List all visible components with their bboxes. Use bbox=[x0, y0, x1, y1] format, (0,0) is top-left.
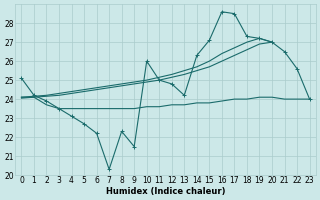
X-axis label: Humidex (Indice chaleur): Humidex (Indice chaleur) bbox=[106, 187, 225, 196]
